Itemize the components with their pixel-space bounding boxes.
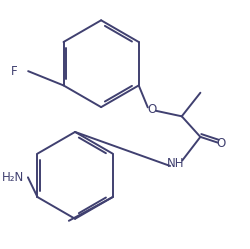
Text: O: O: [216, 137, 225, 150]
Text: H₂N: H₂N: [2, 171, 24, 184]
Text: F: F: [10, 65, 17, 78]
Text: NH: NH: [167, 157, 184, 170]
Text: O: O: [147, 103, 156, 116]
